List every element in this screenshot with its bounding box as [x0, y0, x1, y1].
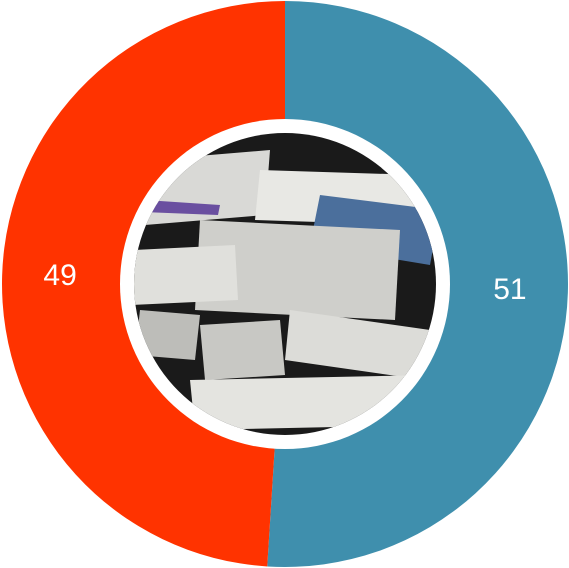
center-image [134, 133, 436, 435]
data-label: 49 [43, 259, 76, 292]
data-label: 51 [493, 273, 526, 306]
